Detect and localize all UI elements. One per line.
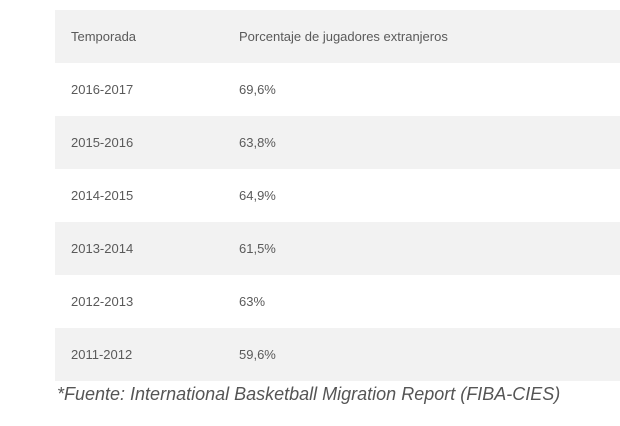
table-row: 2011-2012 59,6% <box>55 328 620 381</box>
percentage-cell: 63% <box>239 294 266 309</box>
percentage-cell: 69,6% <box>239 82 276 97</box>
header-percentage: Porcentaje de jugadores extranjeros <box>239 29 448 44</box>
percentage-cell: 63,8% <box>239 135 276 150</box>
header-season: Temporada <box>71 29 137 44</box>
season-cell: 2012-2013 <box>71 294 134 309</box>
season-cell: 2011-2012 <box>71 347 133 362</box>
table-header-row: Temporada Porcentaje de jugadores extran… <box>55 10 620 63</box>
table-row: 2012-2013 63% <box>55 275 620 328</box>
data-table: Temporada Porcentaje de jugadores extran… <box>55 10 620 381</box>
table-row: 2013-2014 61,5% <box>55 222 620 275</box>
percentage-cell: 59,6% <box>239 347 276 362</box>
table-row: 2015-2016 63,8% <box>55 116 620 169</box>
percentage-cell: 64,9% <box>239 188 276 203</box>
season-cell: 2015-2016 <box>71 135 134 150</box>
table-row: 2016-2017 69,6% <box>55 63 620 116</box>
season-cell: 2016-2017 <box>71 82 134 97</box>
source-caption: *Fuente: International Basketball Migrat… <box>57 384 561 404</box>
season-cell: 2013-2014 <box>71 241 134 256</box>
season-cell: 2014-2015 <box>71 188 134 203</box>
table-row: 2014-2015 64,9% <box>55 169 620 222</box>
percentage-cell: 61,5% <box>239 241 276 256</box>
